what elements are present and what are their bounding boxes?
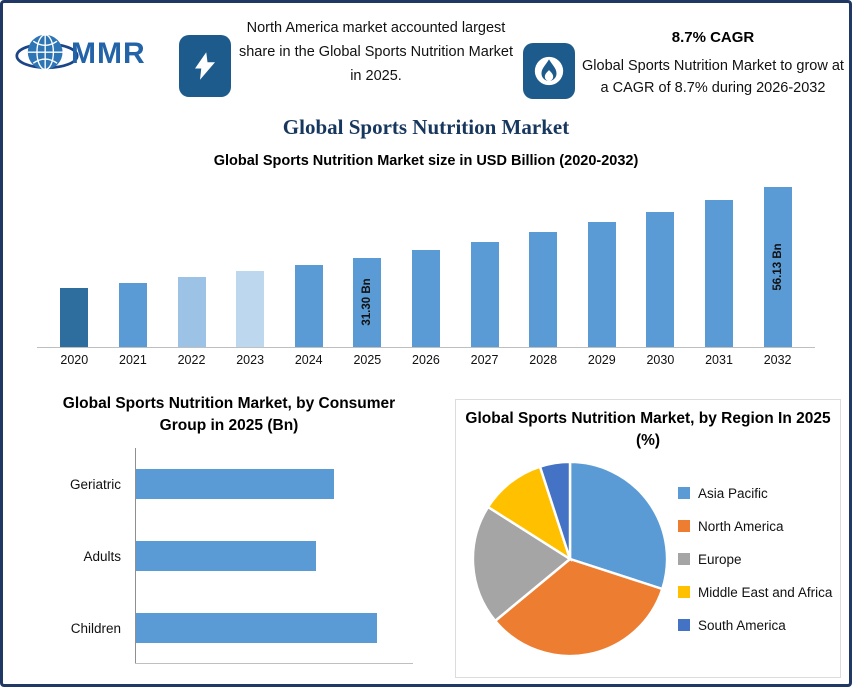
hbar-track [135,448,413,521]
column-2028 [514,176,573,347]
legend-label: North America [698,518,784,534]
category-label: Children [70,620,121,636]
legend-label: Europe [698,551,742,567]
bar-2020 [60,288,89,347]
legend-label: Asia Pacific [698,485,768,501]
bar-children [136,613,378,644]
lightning-icon [179,35,231,97]
hbar-row: Geriatric [35,448,413,521]
column-chart-categories: 2020 2021 2022 2023 2024 2025 2026 2027 2028 2029… [37,348,815,367]
page-title: Global Sports Nutrition Market [282,115,570,139]
column-2031 [690,176,749,347]
pie-legend: Asia Pacific North America Europe Middle Ea… [678,486,832,633]
bar-2032: 56.13 Bn [763,187,792,347]
x-axis-label-2028: 2028 [529,353,558,367]
legend-item: Middle East and Africa [678,585,832,600]
hbar-track [135,592,413,665]
bar-2028 [529,232,558,347]
column-2026 [397,176,456,347]
legend-item: South America [678,618,832,633]
bar-2026 [411,250,440,347]
legend-swatch [678,619,690,632]
logo-text: MMR [71,37,146,70]
bar-geriatric [136,469,334,500]
x-axis-label-2022: 2022 [177,353,206,367]
column-2021 [104,176,163,347]
bar-2023 [236,271,265,347]
region-chart-panel: Global Sports Nutrition Market, by Regio… [455,399,841,678]
column-2029 [572,176,631,347]
region-chart-title: Global Sports Nutrition Market, by Regio… [465,410,831,449]
column-chart: 31.30 Bn 56.13 Bn 2020 2021 2022 2023 2024 202… [37,176,815,367]
bar-2021 [118,283,147,347]
legend-item: Asia Pacific [678,486,832,501]
bar-2029 [587,222,616,347]
bar-2024 [294,264,323,347]
legend-swatch [678,487,690,500]
legend-swatch [678,553,690,566]
x-axis-label-2025: 2025 [353,353,382,367]
x-axis-label-2023: 2023 [236,353,265,367]
hbar-track [135,520,413,593]
x-axis-label-2032: 2032 [763,353,792,367]
left-callout-text: North America market accounted largest s… [238,20,513,84]
pie-content: Asia Pacific North America Europe Middle Ea… [456,455,840,663]
x-axis-label-2024: 2024 [294,353,323,367]
bar-adults [136,541,317,572]
hbar-row: Adults [35,520,413,593]
bar-2030 [646,211,675,347]
x-axis-label-2026: 2026 [412,353,440,367]
globe-icon [15,34,79,71]
legend-swatch [678,520,690,533]
bar-2025: 31.30 Bn [353,257,382,347]
x-axis-label-2020: 2020 [60,353,89,367]
cagr-title: 8.7% CAGR [671,29,755,46]
column-2030 [631,176,690,347]
category-label: Adults [83,548,121,564]
column-2022 [162,176,221,347]
legend-item: Europe [678,552,832,567]
x-axis-label-2031: 2031 [705,353,733,367]
x-axis-label-2021: 2021 [119,353,147,367]
x-axis-label-2027: 2027 [470,353,499,367]
category-label: Geriatric [69,476,121,492]
consumer-group-chart: Global Sports Nutrition Market, by Consu… [17,393,441,678]
pie-slice-asia-pacific [568,461,669,591]
legend-swatch [678,586,690,599]
column-2020 [45,176,104,347]
bar-2027 [470,241,499,347]
pie-chart [471,461,669,658]
bar-2031 [705,199,733,347]
bar-2022 [177,277,206,347]
column-chart-plot: 31.30 Bn 56.13 Bn [37,176,815,348]
legend-label: Middle East and Africa [698,584,833,600]
legend-label: South America [698,617,786,633]
bar-value-label: 56.13 Bn [771,243,784,291]
x-axis-label-2030: 2030 [646,353,675,367]
hbar-chart-rows: Geriatric Adults Children [35,448,413,665]
x-axis-label-2029: 2029 [587,353,616,367]
pie-slice-north-america [493,557,664,658]
consumer-group-chart-title: Global Sports Nutrition Market, by Consu… [62,395,396,434]
column-2023 [221,176,280,347]
pie-slice-europe [471,505,573,623]
legend-item: North America [678,519,832,534]
hbar-row: Children [35,592,413,665]
column-chart-title: Global Sports Nutrition Market size in U… [213,153,639,169]
lightning-glyph [195,52,215,80]
cagr-text: Global Sports Nutrition Market to grow a… [582,58,844,97]
bar-value-label: 31.30 Bn [361,278,374,327]
column-2027 [455,176,514,347]
column-2025: 31.30 Bn [338,176,397,347]
column-2032: 56.13 Bn [748,176,807,347]
column-2024 [279,176,338,347]
pie-slice-south-america [538,461,572,560]
right-callout: 8.7% CAGR Global Sports Nutrition Market… [581,29,845,100]
flame-glyph [534,56,564,86]
pie-slice-middle-east-and-africa [486,465,573,563]
mmr-logo: MMR [15,25,146,83]
flame-icon [523,43,575,99]
